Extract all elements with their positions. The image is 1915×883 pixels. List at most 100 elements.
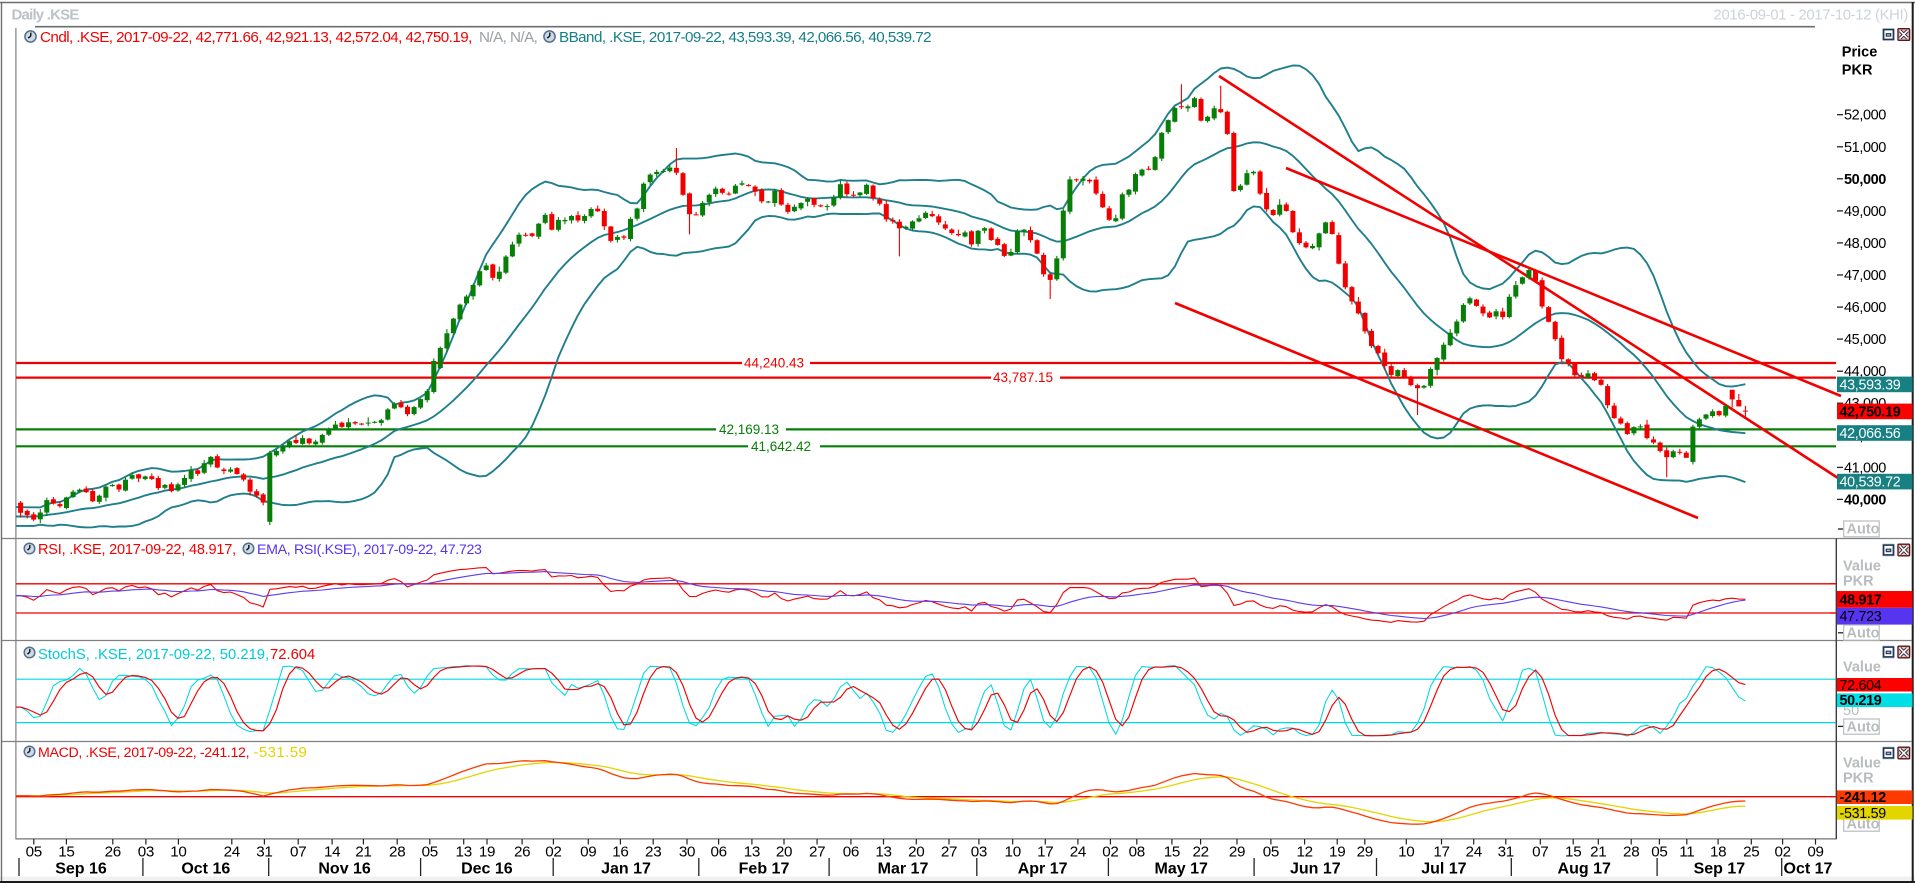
svg-text:03: 03 [138,844,154,861]
svg-text:24: 24 [224,844,240,861]
svg-text:11: 11 [1679,844,1694,861]
svg-text:20: 20 [776,844,792,861]
svg-text:19: 19 [1329,844,1345,861]
svg-text:2016-09-01 - 2017-10-12 (KHI): 2016-09-01 - 2017-10-12 (KHI) [1714,7,1909,23]
svg-text:42,750.19: 42,750.19 [1840,404,1901,420]
svg-text:StochS, .KSE, 2017-09-22, 50.2: StochS, .KSE, 2017-09-22, 50.219, [38,647,269,663]
svg-text:29: 29 [1357,844,1373,861]
svg-text:15: 15 [58,844,74,861]
svg-text:-241.12: -241.12 [1840,790,1887,806]
svg-text:50.219: 50.219 [1840,693,1882,709]
svg-text:24: 24 [1070,844,1086,861]
svg-text:Price: Price [1842,45,1877,61]
svg-text:Jul 17: Jul 17 [1421,861,1466,878]
svg-text:27: 27 [809,844,825,861]
svg-text:41,000: 41,000 [1844,460,1886,476]
svg-text:25: 25 [1743,844,1759,861]
svg-text:42,066.56: 42,066.56 [1840,426,1901,442]
svg-text:05: 05 [26,844,42,861]
svg-text:Jun 17: Jun 17 [1290,861,1341,878]
svg-text:PKR: PKR [1842,63,1873,79]
svg-text:13: 13 [456,844,472,861]
svg-text:EMA, RSI(.KSE), 2017-09-22, 47: EMA, RSI(.KSE), 2017-09-22, 47.723 [257,542,482,558]
svg-text:31: 31 [1498,844,1514,861]
svg-text:20: 20 [908,844,924,861]
svg-text:Aug 17: Aug 17 [1558,861,1611,878]
svg-text:09: 09 [580,844,596,861]
svg-text:Feb 17: Feb 17 [739,861,790,878]
svg-text:43,593.39: 43,593.39 [1840,377,1901,393]
svg-text:Auto: Auto [1847,816,1880,832]
svg-text:44,000: 44,000 [1844,364,1886,380]
svg-text:Apr 17: Apr 17 [1018,861,1068,878]
svg-text:41,642.42: 41,642.42 [751,439,811,454]
svg-text:MACD, .KSE, 2017-09-22, -241.1: MACD, .KSE, 2017-09-22, -241.12, [38,745,249,761]
svg-text:13: 13 [744,844,760,861]
svg-text:26: 26 [514,844,530,861]
svg-text:Nov 16: Nov 16 [318,861,371,878]
svg-text:02: 02 [1774,844,1790,861]
svg-text:72.604: 72.604 [1840,678,1882,694]
svg-text:Sep 17: Sep 17 [1694,861,1746,878]
svg-text:05: 05 [1651,844,1667,861]
svg-text:10: 10 [1398,844,1414,861]
svg-text:46,000: 46,000 [1844,300,1886,316]
svg-text:06: 06 [710,844,726,861]
svg-text:02: 02 [545,844,561,861]
svg-text:23: 23 [645,844,661,861]
svg-text:17: 17 [1433,844,1449,861]
svg-text:Value: Value [1843,559,1881,575]
svg-text:02: 02 [1102,844,1118,861]
svg-text:07: 07 [290,844,306,861]
svg-text:Daily .KSE: Daily .KSE [12,6,80,23]
svg-text:Oct 17: Oct 17 [1784,861,1833,878]
svg-text:29: 29 [1229,844,1245,861]
svg-text:07: 07 [1532,844,1548,861]
svg-text:Auto: Auto [1847,625,1880,641]
svg-text:Sep 16: Sep 16 [55,861,107,878]
svg-text:49,000: 49,000 [1844,204,1886,220]
svg-text:40,539.72: 40,539.72 [1840,475,1901,491]
svg-text:Value: Value [1843,660,1881,676]
svg-text:RSI, .KSE, 2017-09-22, 48.917,: RSI, .KSE, 2017-09-22, 48.917, [38,542,236,558]
svg-text:72.604: 72.604 [270,647,315,663]
svg-text:31: 31 [256,844,272,861]
svg-text:Value: Value [1843,756,1881,772]
svg-text:08: 08 [1129,844,1145,861]
svg-text:15: 15 [1565,844,1581,861]
svg-text:13: 13 [875,844,891,861]
svg-text:28: 28 [1623,844,1639,861]
svg-text:45,000: 45,000 [1844,332,1886,348]
svg-text:24: 24 [1466,844,1482,861]
svg-text:47,000: 47,000 [1844,268,1886,284]
svg-text:21: 21 [1590,844,1606,861]
svg-text:47.723: 47.723 [1840,609,1882,625]
svg-text:-531.59: -531.59 [1840,806,1887,822]
svg-text:12: 12 [1296,844,1312,861]
svg-text:06: 06 [843,844,859,861]
svg-text:52,000: 52,000 [1844,108,1886,124]
svg-text:PKR: PKR [1843,771,1874,787]
svg-text:N/A, N/A,: N/A, N/A, [479,29,537,46]
svg-text:21: 21 [355,844,371,861]
svg-text:Jan 17: Jan 17 [601,861,651,878]
svg-text:03: 03 [971,844,987,861]
svg-text:15: 15 [1164,844,1180,861]
svg-text:05: 05 [422,844,438,861]
svg-text:51,000: 51,000 [1844,140,1886,156]
svg-text:Mar 17: Mar 17 [878,861,929,878]
svg-text:09: 09 [1807,844,1823,861]
svg-text:40,000: 40,000 [1844,492,1886,508]
svg-text:10: 10 [170,844,186,861]
svg-text:50,000: 50,000 [1844,172,1886,188]
svg-text:BBand, .KSE, 2017-09-22, 43,59: BBand, .KSE, 2017-09-22, 43,593.39, 42,0… [559,29,931,46]
svg-text:43,787.15: 43,787.15 [993,370,1053,385]
svg-text:PKR: PKR [1843,574,1874,590]
svg-text:Dec 16: Dec 16 [461,861,513,878]
svg-text:05: 05 [1263,844,1279,861]
svg-text:27: 27 [941,844,957,861]
svg-text:26: 26 [105,844,121,861]
svg-text:-531.59: -531.59 [254,744,308,761]
svg-text:Oct 16: Oct 16 [181,861,230,878]
svg-text:17: 17 [1037,844,1053,861]
